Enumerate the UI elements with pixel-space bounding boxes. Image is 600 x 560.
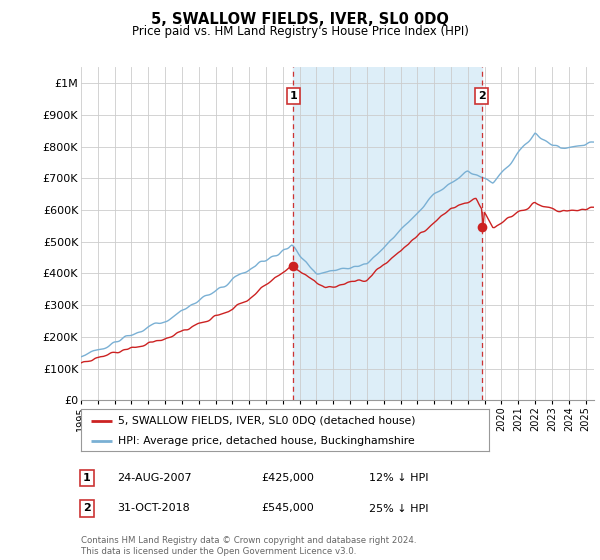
Text: 25% ↓ HPI: 25% ↓ HPI	[369, 503, 428, 514]
Text: £545,000: £545,000	[261, 503, 314, 514]
Text: 12% ↓ HPI: 12% ↓ HPI	[369, 473, 428, 483]
Text: 5, SWALLOW FIELDS, IVER, SL0 0DQ: 5, SWALLOW FIELDS, IVER, SL0 0DQ	[151, 12, 449, 27]
Text: 1: 1	[83, 473, 91, 483]
Text: HPI: Average price, detached house, Buckinghamshire: HPI: Average price, detached house, Buck…	[118, 436, 415, 446]
Text: Price paid vs. HM Land Registry's House Price Index (HPI): Price paid vs. HM Land Registry's House …	[131, 25, 469, 38]
Text: 2: 2	[478, 91, 485, 101]
Text: 24-AUG-2007: 24-AUG-2007	[117, 473, 191, 483]
Text: 1: 1	[289, 91, 297, 101]
Bar	[293, 67, 482, 400]
Text: 5, SWALLOW FIELDS, IVER, SL0 0DQ (detached house): 5, SWALLOW FIELDS, IVER, SL0 0DQ (detach…	[118, 416, 415, 426]
Text: 31-OCT-2018: 31-OCT-2018	[117, 503, 190, 514]
Text: 2: 2	[83, 503, 91, 514]
Text: £425,000: £425,000	[261, 473, 314, 483]
Text: Contains HM Land Registry data © Crown copyright and database right 2024.
This d: Contains HM Land Registry data © Crown c…	[81, 536, 416, 556]
